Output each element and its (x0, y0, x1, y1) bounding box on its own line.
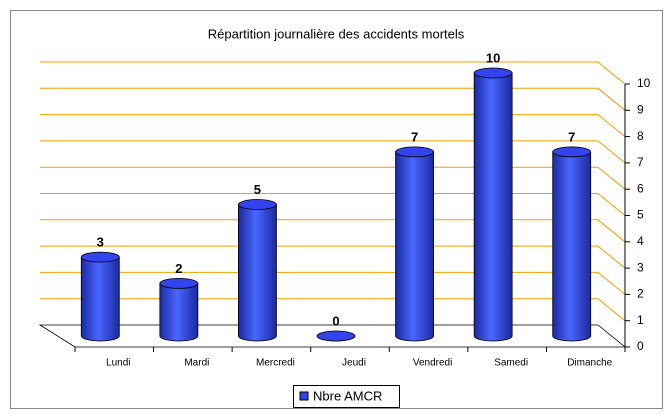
x-tick-label: Dimanche (567, 358, 612, 369)
value-label: 5 (254, 182, 261, 197)
cylinder (395, 146, 434, 342)
value-label: 7 (568, 129, 575, 144)
bar (159, 283, 199, 342)
bar-top (238, 199, 277, 210)
y-tick-label: 8 (637, 129, 644, 143)
y-tick-label: 0 (637, 339, 644, 353)
cylinder (159, 277, 199, 342)
bar (80, 256, 120, 342)
value-label: 10 (486, 50, 500, 65)
grid-line (40, 271, 626, 295)
grid-line (40, 114, 626, 137)
cylinder (473, 67, 513, 342)
value-label: 2 (175, 261, 182, 276)
y-tick-label: 9 (637, 102, 644, 116)
grid-line (40, 219, 626, 243)
bar-top (552, 146, 592, 158)
grid-line (40, 140, 626, 164)
x-tick-label: Samedi (494, 358, 528, 369)
grid-line (40, 245, 626, 269)
bar (395, 151, 434, 342)
cylinder (80, 251, 120, 342)
legend-label: Nbre AMCR (313, 388, 382, 403)
grid-line (40, 61, 626, 85)
x-tick-label: Jeudi (342, 358, 366, 369)
value-label: 3 (97, 235, 104, 250)
x-tick-label: Lundi (106, 358, 130, 369)
y-tick-label: 2 (637, 287, 644, 301)
legend-box (293, 385, 400, 408)
y-tick-label: 5 (637, 208, 644, 222)
x-tick-label: Mardi (184, 358, 209, 369)
y-tick-label: 6 (637, 181, 644, 195)
bar-top (316, 330, 356, 342)
bar-top (80, 251, 120, 263)
y-tick-label: 10 (637, 76, 651, 90)
bar-top (159, 277, 199, 289)
value-label: 7 (411, 129, 418, 144)
chart-title: Répartition journalière des accidents mo… (208, 26, 465, 41)
grid-line (40, 166, 626, 190)
bar (473, 72, 513, 342)
cylinder (316, 330, 356, 342)
grid-line (40, 298, 626, 322)
y-tick-label: 7 (637, 155, 644, 169)
legend: Nbre AMCR (293, 385, 400, 408)
bar (238, 204, 277, 342)
cylinder (552, 146, 592, 342)
value-label: 0 (332, 313, 339, 328)
bar-top (395, 146, 434, 158)
grid-line (40, 193, 626, 216)
y-tick-label: 3 (637, 260, 644, 274)
legend-swatch (299, 391, 309, 401)
y-tick-label: 1 (637, 313, 644, 327)
bar-top (473, 67, 513, 79)
x-tick-label: Mercredi (256, 358, 295, 369)
x-tick-label: Vendredi (413, 358, 452, 369)
cylinder (238, 199, 277, 342)
y-tick-label: 4 (637, 234, 644, 248)
bar (552, 151, 592, 342)
grid-line (40, 87, 626, 111)
